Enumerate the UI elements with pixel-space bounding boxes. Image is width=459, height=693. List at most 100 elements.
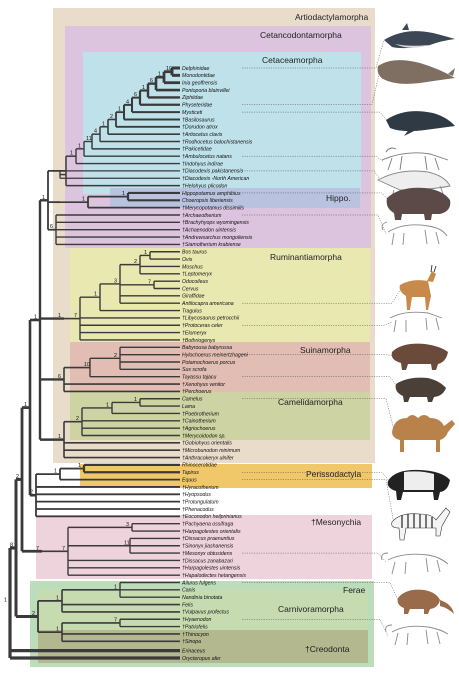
image-leader-lines xyxy=(242,39,401,637)
label-camelidamorpha: Camelidamorpha xyxy=(278,397,343,407)
node-value: 1 xyxy=(122,191,125,197)
node-value: 1 xyxy=(106,402,109,408)
taxon-label: Tragulus xyxy=(182,308,202,314)
boar-illustration xyxy=(391,343,448,370)
taxon-label: †Agriochoerus xyxy=(182,426,216,432)
taxon-label: †Libycosaurus petrocchii xyxy=(182,316,240,322)
leader-line xyxy=(242,214,387,235)
node-value: 1 xyxy=(54,469,57,475)
taxon-label: Potamochoerus porcus xyxy=(182,360,236,366)
node-value: 2 xyxy=(134,259,137,265)
leader-line xyxy=(242,69,381,105)
taxon-label: Camelus xyxy=(182,397,203,403)
taxon-label: †Indohyus indirae xyxy=(182,161,223,167)
taxon-label: Hylochoerus meinertzhageni xyxy=(182,352,249,358)
taxon-label: †Rodhocetus balochistanensis xyxy=(182,139,253,145)
node-value: 4 xyxy=(94,129,97,135)
node-value: 1 xyxy=(118,107,121,113)
taxon-label: Lama xyxy=(182,404,195,410)
taxon-label: †Elomeryx xyxy=(182,330,207,336)
node-value: 1 xyxy=(158,72,161,78)
node-value: 1 xyxy=(144,250,147,256)
taxon-label: †Sinopa xyxy=(182,639,201,645)
node-value: 1 xyxy=(58,434,61,440)
taxon-label: Ailurus fulgens xyxy=(181,580,216,586)
taxon-label: Felis xyxy=(182,602,193,608)
taxon-label: †Bothriogenys xyxy=(182,338,216,344)
taxon-label: †Hapalodectes hetangensis xyxy=(182,573,246,579)
leader-line xyxy=(242,472,391,483)
node-value: 2 xyxy=(30,490,33,496)
taxon-label: †Pakicetidae xyxy=(182,147,212,153)
tapir-illustration xyxy=(387,469,450,500)
taxon-label: †Protungulatum xyxy=(182,499,219,505)
taxon-label: †Anthracokeryx ulnifer xyxy=(182,455,234,461)
taxon-label: †Phenacodus xyxy=(182,507,214,513)
taxon-label: †Hyracotherium xyxy=(182,485,219,491)
taxon-label: Bos taurus xyxy=(182,250,207,256)
taxon-label: †Leptomeryx xyxy=(182,272,212,278)
node-value: 6 xyxy=(134,92,137,98)
node-value: 1 xyxy=(82,197,85,203)
taxon-label: Choeropsis liberiensis xyxy=(182,198,233,204)
skeleton-illustration-4 xyxy=(389,311,443,333)
leader-line xyxy=(242,398,395,431)
node-value: 2 xyxy=(110,114,113,120)
skeleton-illustration-6 xyxy=(385,624,449,646)
leader-line xyxy=(242,479,395,525)
taxon-label: †Cainotherium xyxy=(182,419,216,425)
taxon-label: †Ambulocetus natans xyxy=(182,154,232,160)
node-value: 1 xyxy=(142,85,145,91)
taxon-label: Cervus xyxy=(182,286,199,292)
taxon-label: Canis xyxy=(182,588,196,594)
peccary-illustration xyxy=(395,377,446,402)
taxon-label: Antilocapra americana xyxy=(181,301,234,307)
taxon-label: Pontoporia blainvillei xyxy=(182,88,230,94)
taxon-label: †Protoceras celer xyxy=(182,323,223,329)
taxon-label: Babyrousa babyrussa xyxy=(182,345,232,351)
node-value: 3 xyxy=(126,522,129,528)
node-value: 1 xyxy=(114,584,117,590)
taxon-label: †Dorudon atrox xyxy=(182,125,218,131)
taxon-label: †Mesonyx obtusidens xyxy=(182,551,233,557)
taxon-label: †Hyaenodon xyxy=(182,617,212,623)
node-value: 6 xyxy=(50,224,53,230)
skeleton-illustration-1 xyxy=(381,147,449,171)
taxon-label: †Thinocyon xyxy=(182,632,209,638)
node-value: 1 xyxy=(102,121,105,127)
taxon-label: †Pachyaena ossifraga xyxy=(182,522,233,528)
taxon-label: Sus scrofa xyxy=(182,367,207,373)
taxon-label: Erinaceus xyxy=(182,648,205,654)
taxon-label: Rhinocerotidae xyxy=(182,463,217,469)
taxon-label: †Merycoidodon sp. xyxy=(182,433,226,439)
taxon-label: †Eoconodon heilprinianus xyxy=(182,514,242,520)
box-camelidamorpha xyxy=(70,392,370,440)
zebra-illustration xyxy=(391,507,451,541)
taxon-label: †Helohyus plicodon xyxy=(182,183,227,189)
node-value: 1 xyxy=(56,627,59,633)
taxon-label: †Dissacus zanabazari xyxy=(182,558,234,564)
sperm-whale-illustration xyxy=(377,60,455,84)
taxon-label: †Archaeotherium xyxy=(182,213,222,219)
leader-line xyxy=(242,170,383,183)
taxon-label: Ovis xyxy=(182,257,193,263)
label-perissodactyla: Perissodactyla xyxy=(306,469,362,479)
taxon-label: Tapirus xyxy=(182,470,199,476)
taxon-label: Orycteropus afer xyxy=(182,656,221,662)
label-artiodactylamorpha: Artiodactylamorpha xyxy=(295,12,369,22)
node-value: 4 xyxy=(126,99,129,105)
box-perissodactyla xyxy=(80,464,372,488)
node-value: 7 xyxy=(62,546,65,552)
node-value: 1 xyxy=(58,313,61,319)
node-value: 3 xyxy=(114,278,117,284)
label-mesonychia: †Mesonychia xyxy=(311,517,361,527)
node-value: 10 xyxy=(84,362,90,368)
leader-line xyxy=(242,192,391,203)
taxon-label: Odocoileus xyxy=(182,279,208,285)
label-ferae: Ferae xyxy=(343,585,365,595)
node-value: 1 xyxy=(42,195,45,201)
taxon-label: Monodontidae xyxy=(182,73,215,79)
pronghorn-illustration xyxy=(399,264,437,310)
